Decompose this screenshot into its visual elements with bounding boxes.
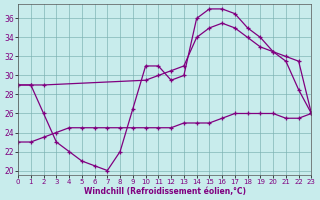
X-axis label: Windchill (Refroidissement éolien,°C): Windchill (Refroidissement éolien,°C) bbox=[84, 187, 246, 196]
